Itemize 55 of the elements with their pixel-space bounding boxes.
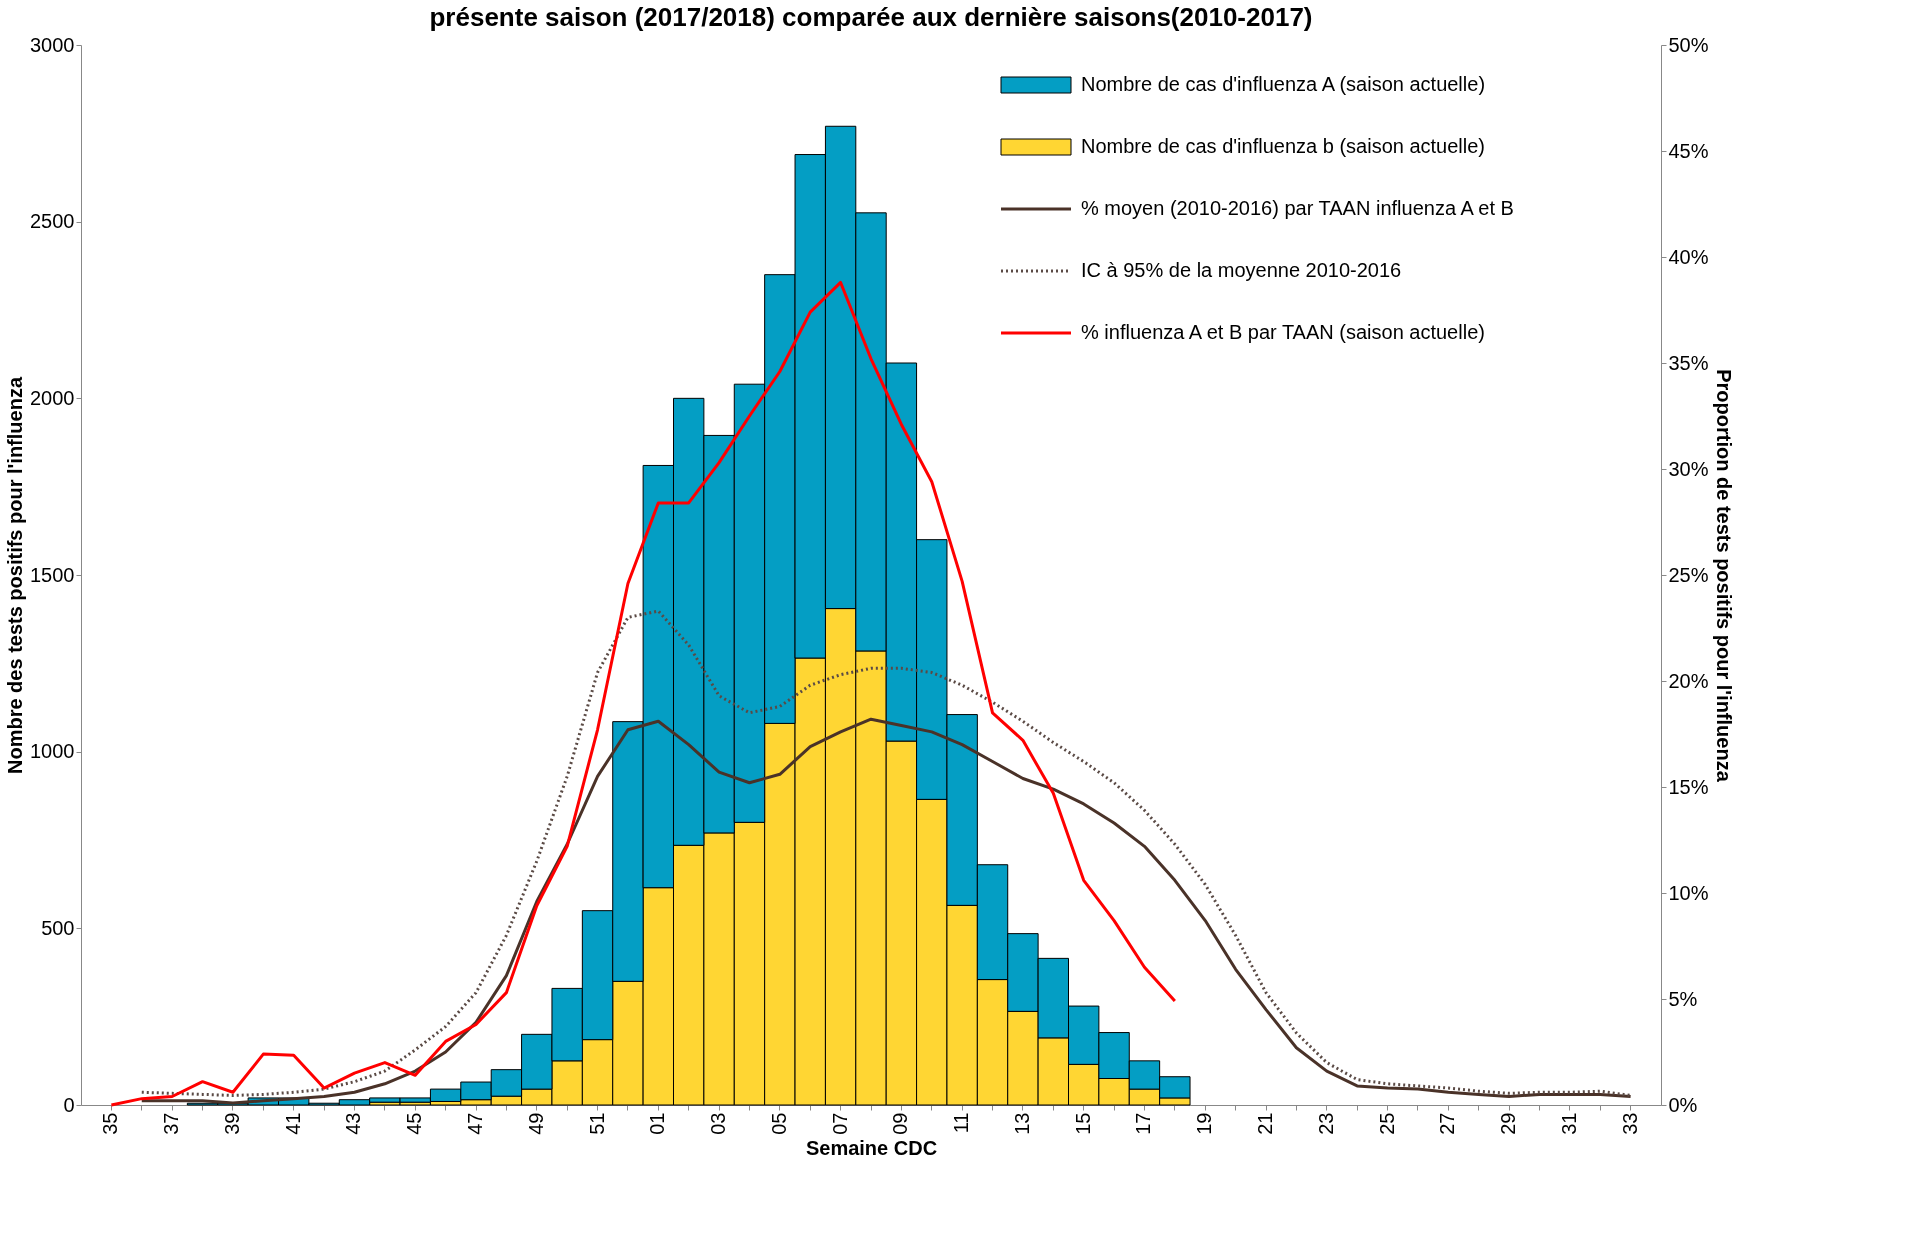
y-axis-title: Nombre des tests positifs pour l'influenza: [4, 376, 27, 775]
x-tick-label: 15: [1071, 1112, 1094, 1135]
legend-label: % moyen (2010-2016) par TAAN influenza A et B: [1081, 197, 1514, 219]
x-tick-label: 35: [99, 1112, 122, 1135]
y-tick-label: 1500: [30, 563, 75, 586]
x-tick-label: 09: [889, 1112, 912, 1135]
y2-tick-label: 40%: [1668, 245, 1709, 268]
y-tick-label: 3000: [30, 33, 75, 56]
y-tick-label: 500: [41, 916, 75, 939]
line-series: [140, 609, 1633, 1097]
x-tick-label: 31: [1557, 1112, 1580, 1135]
x-tick-label: 21: [1254, 1112, 1276, 1135]
x-tick-label: 19: [1193, 1112, 1216, 1135]
y2-tick-label: 5%: [1668, 987, 1698, 1010]
x-tick-label: 43: [342, 1112, 365, 1135]
x-tick-label: 51: [585, 1112, 608, 1135]
legend-label: Nombre de cas d'influenza b (saison actuelle): [1081, 135, 1486, 157]
x-tick-label: 37: [160, 1112, 183, 1135]
x-tick-label: 45: [403, 1112, 426, 1135]
x-tick-label: 03: [707, 1112, 730, 1135]
x-axis-title: Semaine CDC: [805, 1136, 938, 1159]
legend-label: Nombre de cas d'influenza A (saison actuelle): [1081, 73, 1486, 95]
x-tick-label: 33: [1618, 1112, 1641, 1135]
y2-tick-label: 50%: [1668, 33, 1709, 56]
y2-tick-label: 30%: [1668, 457, 1709, 480]
y2-tick-label: 10%: [1668, 881, 1709, 904]
y2-axis-title: Proportion de tests positifs pour l'influenza: [1712, 369, 1735, 783]
y-tick-label: 0: [63, 1093, 75, 1116]
y2-tick-label: 20%: [1668, 669, 1709, 692]
x-tick-label: 41: [281, 1112, 304, 1135]
chart-title: présente saison (2017/2018) comparée aux dernière saisons(2010-2017): [429, 2, 1313, 32]
x-tick-label: 49: [524, 1112, 547, 1135]
x-tick-label: 01: [646, 1112, 669, 1135]
x-tick-label: 25: [1375, 1112, 1398, 1135]
x-tick-label: 17: [1132, 1112, 1155, 1135]
x-tick-label: 23: [1314, 1112, 1337, 1135]
x-tick-label: 29: [1497, 1112, 1520, 1135]
y2-tick-label: 45%: [1668, 139, 1709, 162]
x-tick-label: 11: [950, 1112, 973, 1134]
x-tick-label: 27: [1436, 1112, 1459, 1135]
y2-tick-label: 35%: [1668, 351, 1709, 374]
y-tick-label: 2000: [30, 386, 75, 409]
x-tick-label: 47: [464, 1112, 486, 1135]
y-tick-label: 2500: [30, 210, 75, 233]
y2-tick-label: 25%: [1668, 563, 1709, 586]
y2-tick-label: 15%: [1668, 775, 1709, 798]
x-tick-label: 13: [1010, 1112, 1033, 1135]
legend-label: % influenza A et B par TAAN (saison actuelle): [1081, 321, 1485, 343]
legend-label: IC à 95% de la moyenne 2010-2016: [1081, 259, 1402, 281]
x-tick-label: 39: [220, 1112, 243, 1135]
x-tick-label: 07: [828, 1112, 851, 1135]
y2-tick-label: 0%: [1668, 1093, 1698, 1116]
x-tick-label: 05: [767, 1112, 790, 1135]
line-series: [140, 717, 1633, 1105]
y-tick-label: 1000: [30, 740, 75, 763]
